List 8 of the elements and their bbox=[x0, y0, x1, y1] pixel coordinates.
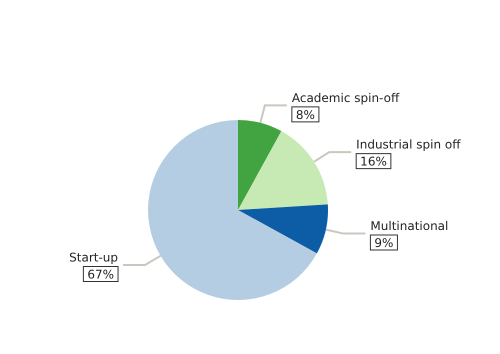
data-label: 9% bbox=[374, 236, 394, 250]
slice-label: Start-up bbox=[69, 250, 118, 264]
slice-label: Industrial spin off bbox=[356, 138, 462, 152]
data-label: 8% bbox=[296, 108, 315, 122]
slice-label: Multinational bbox=[370, 219, 448, 234]
data-label: 67% bbox=[87, 267, 114, 282]
slice-label: Academic spin-off bbox=[292, 90, 400, 105]
data-label: 16% bbox=[360, 154, 387, 169]
